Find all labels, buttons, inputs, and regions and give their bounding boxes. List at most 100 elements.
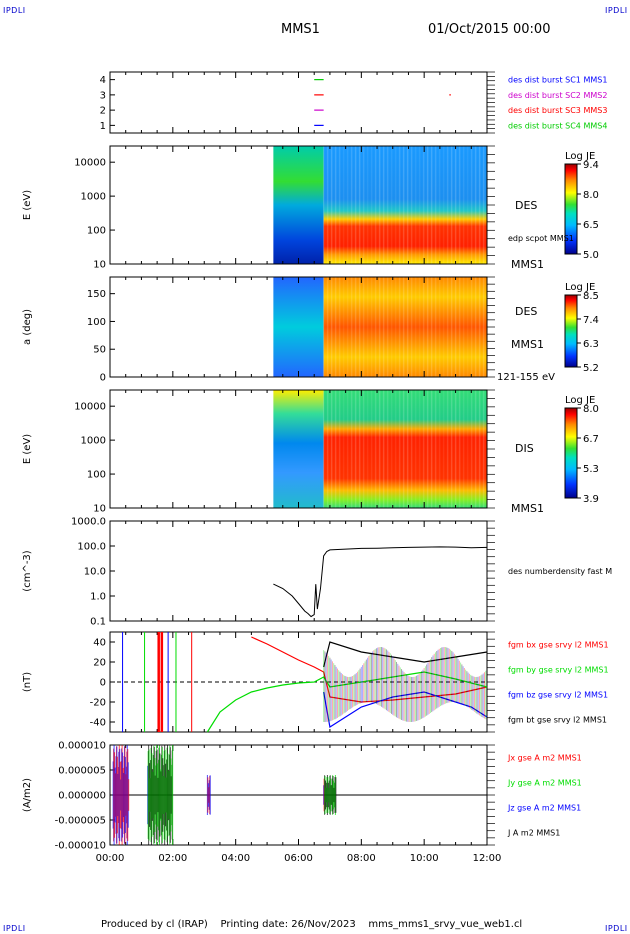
colorbar-tick-label: 6.7 [583,434,599,445]
spectrogram-main-des-energy [323,146,487,264]
field-series-1 [206,671,488,733]
colorbar-tick-label: 5.2 [583,363,599,374]
colorbar-tick-label: 7.4 [583,315,599,326]
y-tick-label: 0 [100,678,106,689]
y-tick-label: 0.000005 [58,766,106,777]
colorbar-1 [564,163,578,255]
y-tick-label: 100 [87,226,106,237]
y-axis-label-4: (cm^-3) [22,550,33,591]
spectrogram-early-des-energy [273,146,324,264]
y-tick-label: 150 [87,289,106,300]
legend-entry-5-0: fgm bx gse srvy l2 MMS1 [508,641,609,650]
spectrogram-main-dis-energy [323,390,487,508]
y-tick-label: 10.0 [84,567,106,578]
y-tick-label: 10 [93,504,106,515]
legend-entry-6-2: Jz gse A m2 MMS1 [507,804,581,813]
time-tick-label: 06:00 [284,853,313,864]
y-axis-label-5: (nT) [22,672,33,692]
y-tick-label: 3 [100,90,106,101]
y-tick-label: 1 [100,121,106,132]
y-axis-label-2: a (deg) [22,309,33,345]
y-tick-label: 1000 [81,192,106,203]
dis-spacecraft-label: MMS1 [511,502,544,515]
colorbar-tick-label: 5.0 [583,250,599,261]
legend-entry-6-1: Jy gse A m2 MMS1 [507,779,582,788]
dis-instrument-label: DIS [515,442,534,455]
panel-frame-0 [109,71,488,134]
pitch-instrument-label: DES [515,305,537,318]
y-tick-label: -40 [90,718,106,729]
legend-entry-0-1: des dist burst SC2 MMS2 [508,91,607,100]
y-tick-label: 0.1 [90,617,106,628]
time-tick-label: 08:00 [347,853,376,864]
y-tick-label: 0.000000 [58,791,106,802]
y-tick-label: 100 [87,317,106,328]
y-tick-label: 4 [100,75,106,86]
field-series-3 [323,641,488,668]
y-tick-label: 0.000010 [58,741,106,752]
colorbar-3 [564,407,578,499]
des-spacecraft-label: MMS1 [511,258,544,271]
y-axis-label-3: E (eV) [22,434,33,464]
field-series-0 [251,636,488,703]
colorbar-title-2: Log JE [565,282,595,293]
footer-printing-date: Printing date: 26/Nov/2023 [220,919,356,930]
footer: Produced by cl (IRAP) Printing date: 26/… [101,919,522,930]
y-tick-label: 0 [100,373,106,384]
y-tick-label: 1000 [81,436,106,447]
y-tick-label: -0.000010 [55,841,106,852]
footer-file: mms_mms1_srvy_vue_web1.cl [368,919,523,930]
pitch-energy-range-label: 121-155 eV [497,372,555,383]
time-tick-label: 02:00 [158,853,187,864]
colorbar-tick-label: 8.0 [583,190,599,201]
header-spacecraft: MMS1 [281,22,320,37]
des-scpot-label: edp scpot MMS1 [508,234,574,243]
legend-entry-6-3: J A m2 MMS1 [507,829,560,838]
y-tick-label: 2 [100,106,106,117]
time-tick-label: 12:00 [473,853,502,864]
corner-label-top-right: IPDLI [605,6,628,15]
des-instrument-label: DES [515,199,537,212]
colorbar-tick-label: 8.5 [583,291,599,302]
y-tick-label: 100.0 [77,542,106,553]
y-tick-label: -0.000005 [55,816,106,827]
time-tick-label: 04:00 [221,853,250,864]
legend-entry-6-0: Jx gse A m2 MMS1 [507,754,582,763]
y-tick-label: -20 [90,698,106,709]
y-tick-label: 10000 [74,158,106,169]
colorbar-2 [564,294,578,368]
legend-entry-5-2: fgm bz gse srvy l2 MMS1 [508,691,608,700]
colorbar-tick-label: 3.9 [583,494,599,505]
colorbar-tick-label: 6.5 [583,220,599,231]
colorbar-title-3: Log JE [565,395,595,406]
legend-entry-0-0: des dist burst SC1 MMS1 [508,76,607,85]
spectrogram-main-des-pitch [323,277,487,377]
y-axis-label-1: E (eV) [22,190,33,220]
corner-label-top-left: IPDLI [3,6,26,15]
time-tick-label: 10:00 [410,853,439,864]
colorbar-tick-label: 8.0 [583,404,599,415]
legend-entry-0-3: des dist burst SC4 MMS4 [508,121,607,130]
colorbar-tick-label: 6.3 [583,339,599,350]
y-tick-label: 50 [93,345,106,356]
pitch-spacecraft-label: MMS1 [511,338,544,351]
header-date-time: 01/Oct/2015 00:00 [428,22,551,37]
y-tick-label: 1.0 [90,592,106,603]
footer-produced-by: Produced by cl (IRAP) [101,919,208,930]
colorbar-tick-label: 5.3 [583,464,599,475]
density-line [273,546,488,618]
y-tick-label: 1000.0 [71,517,106,528]
legend-entry-4-0: des numberdensity fast M [508,567,612,576]
colorbar-tick-label: 9.4 [583,160,599,171]
spectrogram-early-des-pitch [273,277,324,377]
panel-frame-4 [109,520,488,622]
corner-label-bottom-left: IPDLI [3,924,26,933]
y-tick-label: 40 [93,638,106,649]
corner-label-bottom-right: IPDLI [605,924,628,933]
legend-entry-5-1: fgm by gse srvy l2 MMS1 [508,666,609,675]
y-tick-label: 10 [93,260,106,271]
time-tick-label: 00:00 [96,853,125,864]
y-tick-label: 100 [87,470,106,481]
y-axis-label-6: (A/m2) [22,778,33,812]
